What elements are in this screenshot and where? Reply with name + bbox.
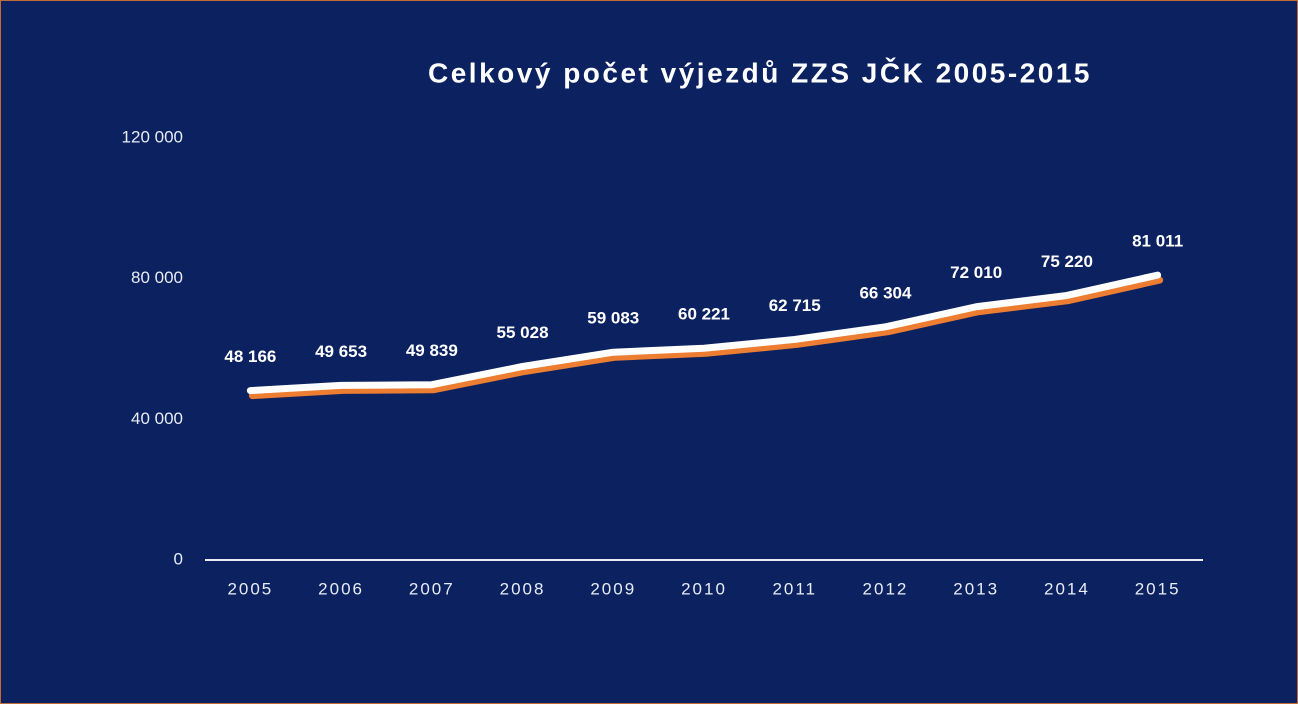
x-tick-label: 2010	[681, 579, 727, 598]
x-tick-label: 2008	[500, 579, 546, 598]
data-label: 49 839	[406, 341, 458, 360]
data-label: 72 010	[950, 263, 1002, 282]
data-label: 75 220	[1041, 252, 1093, 271]
x-tick-label: 2006	[318, 579, 364, 598]
data-label: 48 166	[224, 347, 276, 366]
data-label: 66 304	[859, 283, 912, 302]
x-tick-label: 2015	[1135, 579, 1181, 598]
x-tick-label: 2012	[863, 579, 909, 598]
y-tick-label: 120 000	[122, 127, 183, 146]
data-label: 59 083	[587, 309, 639, 328]
x-tick-label: 2005	[227, 579, 273, 598]
data-label: 81 011	[1132, 232, 1183, 251]
data-label: 62 715	[769, 296, 821, 315]
x-tick-label: 2009	[590, 579, 636, 598]
x-tick-label: 2013	[953, 579, 999, 598]
x-tick-label: 2011	[772, 579, 817, 598]
y-tick-label: 0	[174, 549, 183, 568]
y-tick-label: 40 000	[131, 409, 183, 428]
line-shadow	[248, 276, 1164, 400]
line	[246, 271, 1162, 395]
y-tick-label: 80 000	[131, 268, 183, 287]
x-tick-label: 2014	[1044, 579, 1090, 598]
data-label: 60 221	[678, 305, 730, 324]
chart-title: Celkový počet výjezdů ZZS JČK 2005-2015	[428, 56, 1092, 88]
data-label: 49 653	[315, 342, 367, 361]
data-label: 55 028	[497, 323, 549, 342]
x-tick-label: 2007	[409, 579, 455, 598]
